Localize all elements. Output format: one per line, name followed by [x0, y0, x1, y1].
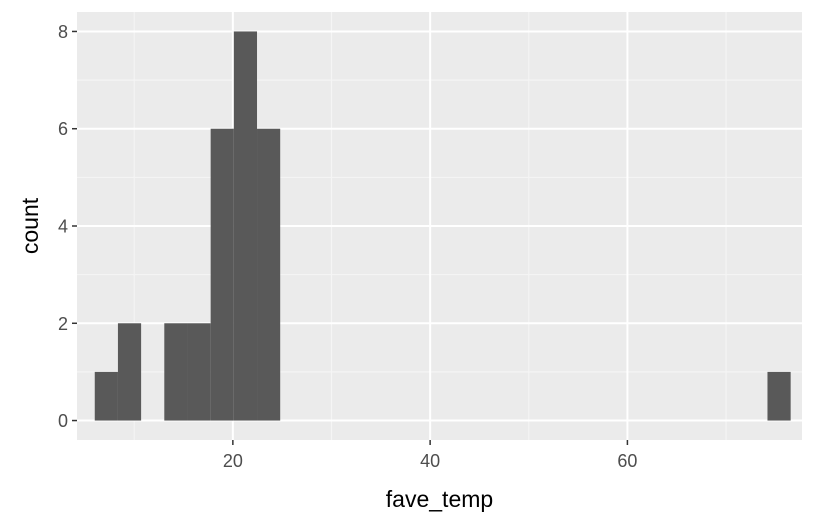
- histogram-bar: [257, 128, 281, 421]
- y-tick-label: 4: [58, 217, 68, 237]
- histogram-bars: [94, 31, 791, 421]
- x-axis-ticks: 20 40 60: [223, 440, 637, 471]
- y-tick-label: 2: [58, 314, 68, 334]
- histogram-bar: [210, 128, 234, 421]
- histogram-bar: [767, 371, 791, 421]
- y-tick-label: 0: [58, 411, 68, 431]
- y-axis-title: count: [17, 197, 43, 254]
- x-tick-label: 20: [223, 451, 243, 471]
- y-tick-label: 8: [58, 22, 68, 42]
- histogram-bar: [94, 371, 118, 421]
- y-tick-label: 6: [58, 119, 68, 139]
- x-tick-label: 60: [617, 451, 637, 471]
- histogram-bar: [117, 323, 142, 421]
- x-axis-title: fave_temp: [386, 486, 493, 512]
- y-axis-ticks: 0 2 4 6 8: [58, 22, 77, 431]
- x-tick-label: 40: [420, 451, 440, 471]
- histogram-bar: [164, 323, 188, 421]
- histogram-bar: [233, 31, 258, 421]
- histogram-bar: [187, 323, 211, 421]
